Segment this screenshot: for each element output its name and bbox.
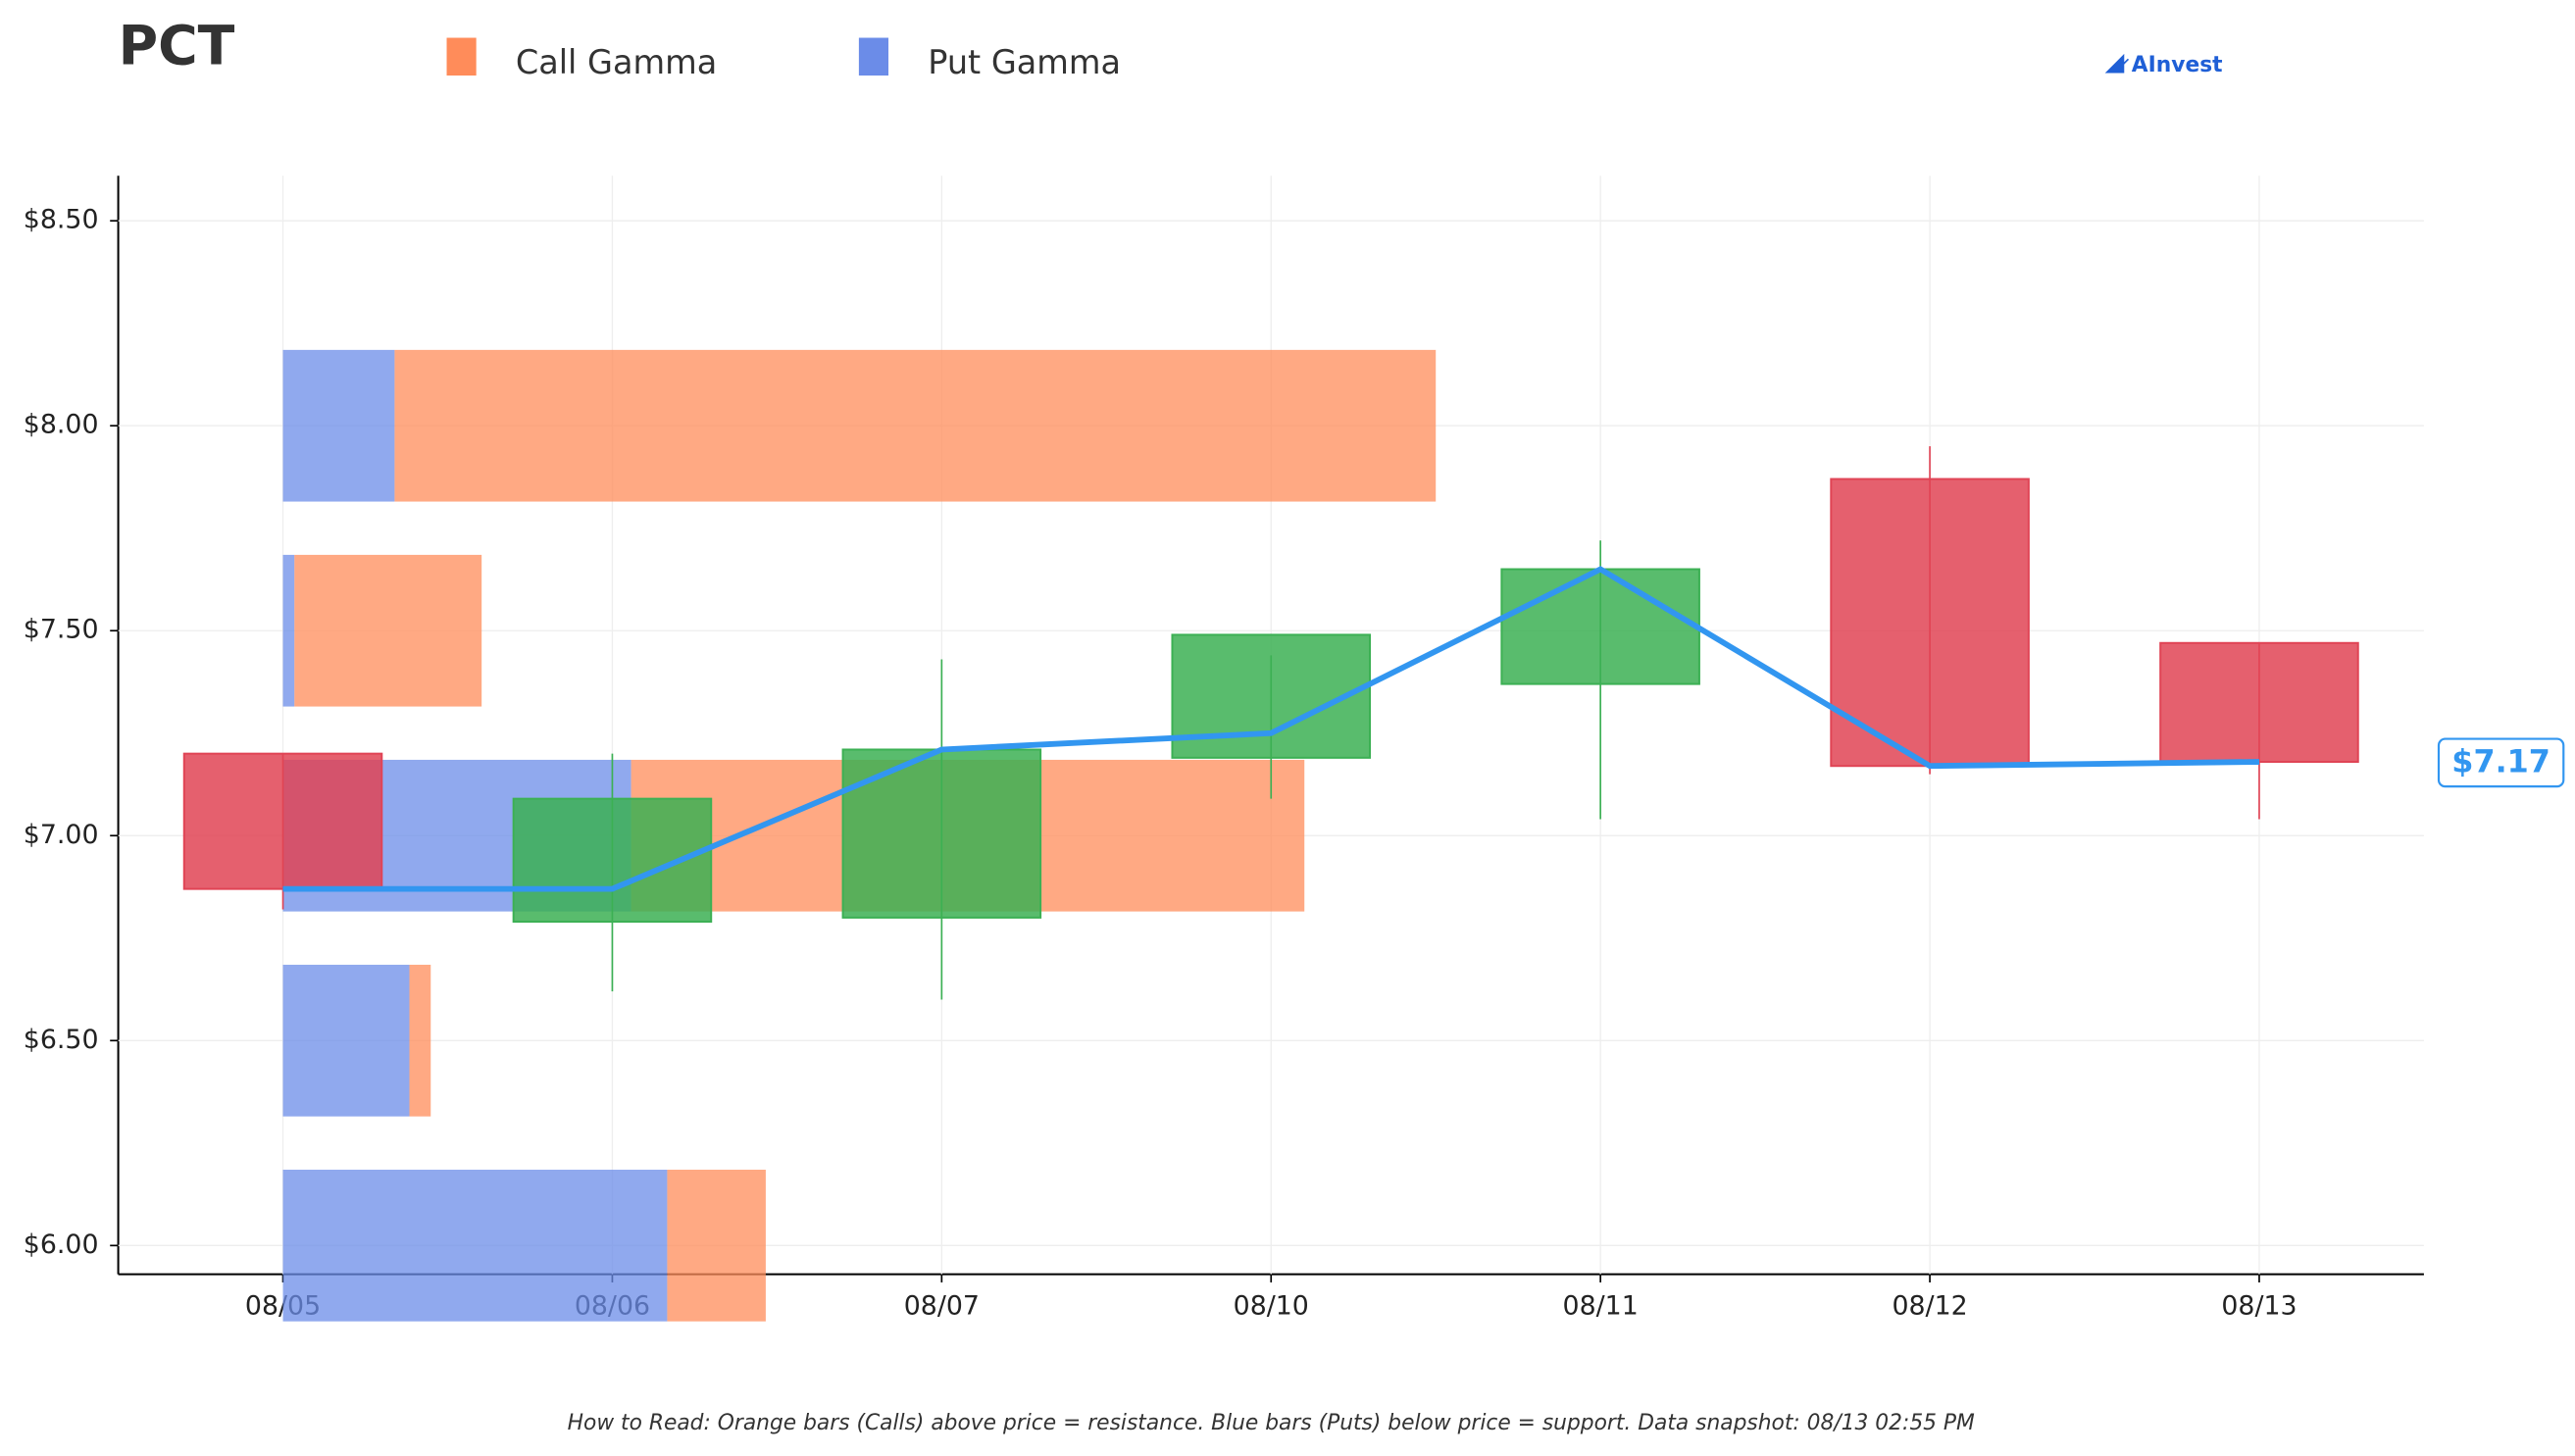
candle-body <box>182 752 383 890</box>
gamma-bar <box>282 349 395 502</box>
y-tick-label: $8.50 <box>24 205 99 235</box>
y-tick-label: $6.50 <box>24 1025 99 1055</box>
logo-icon <box>2104 53 2130 74</box>
x-tick-label: 08/13 <box>2221 1291 2297 1322</box>
candle-body <box>1830 477 2030 768</box>
candle-body <box>2159 641 2359 764</box>
gamma-bar <box>294 554 482 707</box>
gamma-bar <box>282 964 410 1117</box>
branding: AInvest <box>2132 53 2223 77</box>
gamma-bar <box>394 349 1437 502</box>
chart-title: PCT <box>119 15 235 77</box>
candle-body <box>1500 568 1700 685</box>
gamma-bar <box>409 964 431 1117</box>
footnote: How to Read: Orange bars (Calls) above p… <box>568 1411 1975 1435</box>
x-tick-label: 08/10 <box>1234 1291 1309 1322</box>
x-tick-label: 08/12 <box>1892 1291 1967 1322</box>
x-tick-label: 08/07 <box>904 1291 980 1322</box>
gamma-bar <box>282 554 295 707</box>
candle-body <box>841 748 1042 919</box>
y-tick-label: $8.00 <box>24 410 99 440</box>
legend-label: Call Gamma <box>516 43 717 81</box>
x-tick-label: 08/11 <box>1563 1291 1639 1322</box>
y-tick-label: $6.00 <box>24 1230 99 1260</box>
price-label: $7.17 <box>2451 743 2550 780</box>
gamma-bar <box>667 1169 766 1322</box>
gamma-bar <box>282 1169 668 1322</box>
price-label-box <box>2437 737 2565 788</box>
legend-swatch <box>858 37 889 76</box>
legend-label: Put Gamma <box>928 43 1121 81</box>
price-line <box>282 566 2259 892</box>
y-tick-label: $7.50 <box>24 615 99 645</box>
legend-swatch <box>446 37 477 76</box>
y-tick-label: $7.00 <box>24 820 99 850</box>
